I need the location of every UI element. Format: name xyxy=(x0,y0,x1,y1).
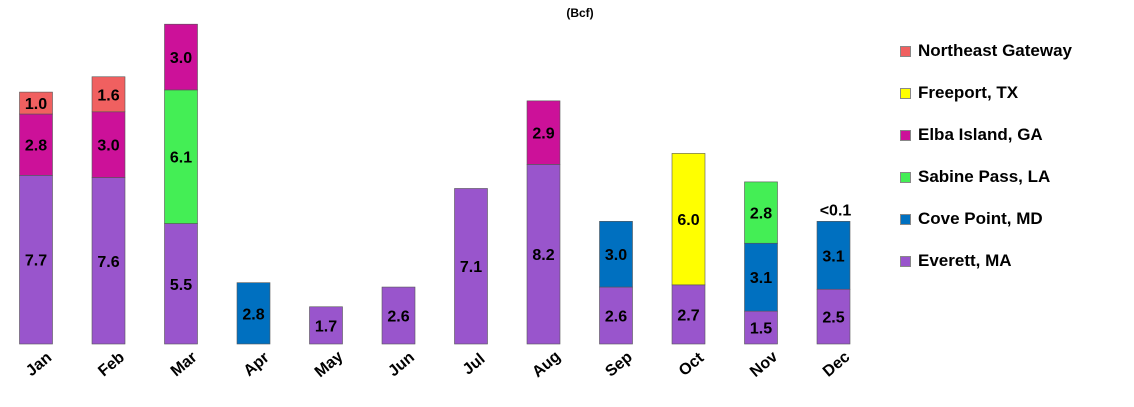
legend-label: Everett, MA xyxy=(918,251,1012,270)
data-label: 1.5 xyxy=(750,321,772,338)
legend-label: Elba Island, GA xyxy=(918,125,1043,144)
data-label: 2.8 xyxy=(242,306,264,323)
top-annotation: <0.1 xyxy=(820,202,852,219)
legend-swatch xyxy=(900,129,911,141)
bar-segment xyxy=(526,100,561,165)
x-tick-label: Jul xyxy=(460,351,489,379)
data-label: 2.8 xyxy=(25,138,47,155)
bar-segment xyxy=(744,242,778,312)
bar-segment xyxy=(381,286,416,345)
legend-swatch xyxy=(900,45,911,57)
data-label: 7.7 xyxy=(25,253,47,270)
data-label: 5.5 xyxy=(170,277,192,294)
data-label: 2.7 xyxy=(677,307,699,324)
data-label: 2.8 xyxy=(750,206,772,223)
x-tick-label: Jan xyxy=(23,349,55,380)
bar-segment xyxy=(816,288,851,345)
data-label: 1.6 xyxy=(97,87,119,104)
legend-label: Northeast Gateway xyxy=(918,41,1072,60)
data-label: 2.5 xyxy=(822,310,844,327)
data-label: 1.7 xyxy=(315,318,337,335)
data-label: 1.0 xyxy=(25,96,47,113)
legend-swatch xyxy=(900,87,911,99)
data-label: 7.1 xyxy=(460,259,482,276)
bar-segment xyxy=(91,76,126,113)
data-label: 2.9 xyxy=(532,126,554,143)
legend-label: Freeport, TX xyxy=(918,83,1019,102)
data-label: 3.0 xyxy=(605,247,627,264)
bar-segment xyxy=(164,223,198,345)
legend-item: Northeast Gateway xyxy=(900,30,1072,72)
data-label: 6.0 xyxy=(677,212,699,229)
bar-segment xyxy=(671,153,706,286)
x-tick-label: Sep xyxy=(602,348,636,380)
x-tick-label: Mar xyxy=(168,349,201,380)
bar-segment xyxy=(599,221,633,288)
bar-segment xyxy=(744,181,778,244)
legend-swatch xyxy=(900,255,911,267)
legend-item: Cove Point, MD xyxy=(900,198,1072,240)
data-label: 2.6 xyxy=(605,309,627,326)
legend-item: Elba Island, GA xyxy=(900,114,1072,156)
bar-segment xyxy=(309,306,343,345)
x-tick-label: Jun xyxy=(385,349,418,380)
chart-legend: Northeast Gateway Freeport, TX Elba Island… xyxy=(900,30,1072,282)
legend-item: Everett, MA xyxy=(900,240,1072,282)
x-tick-label: Oct xyxy=(676,349,708,380)
legend-item: Freeport, TX xyxy=(900,72,1072,114)
bar-segment xyxy=(454,188,488,345)
x-tick-label: Aug xyxy=(529,348,564,381)
legend-swatch xyxy=(900,171,911,183)
legend-label: Cove Point, MD xyxy=(918,209,1043,228)
data-label: 7.6 xyxy=(97,254,119,271)
bar-segment xyxy=(19,91,53,115)
x-tick-label: Nov xyxy=(747,348,781,381)
legend-label: Sabine Pass, LA xyxy=(918,167,1051,186)
bar-segment xyxy=(91,177,126,345)
bar-segment xyxy=(91,111,126,178)
bar-segment xyxy=(816,221,851,290)
bar-segment xyxy=(164,23,198,91)
bar-segment xyxy=(19,113,53,176)
x-tick-label: Dec xyxy=(820,349,853,381)
legend-swatch xyxy=(900,213,911,225)
chart-subtitle: (Bcf) xyxy=(566,6,594,20)
bar-segment xyxy=(744,310,778,345)
data-label: 8.2 xyxy=(532,247,554,264)
bar-segment xyxy=(599,286,633,345)
data-label: 2.6 xyxy=(387,309,409,326)
bar-segment xyxy=(19,175,53,345)
bar-segment xyxy=(526,164,561,345)
data-label: 6.1 xyxy=(170,150,192,167)
data-label: 3.1 xyxy=(750,270,772,287)
x-tick-label: Feb xyxy=(95,349,128,380)
bar-segment xyxy=(236,282,271,345)
data-label: 3.0 xyxy=(97,138,119,155)
legend-item: Sabine Pass, LA xyxy=(900,156,1072,198)
data-label: 3.0 xyxy=(170,50,192,67)
x-tick-label: Apr xyxy=(241,349,273,380)
x-tick-label: May xyxy=(312,348,347,381)
data-label: 3.1 xyxy=(822,248,844,265)
